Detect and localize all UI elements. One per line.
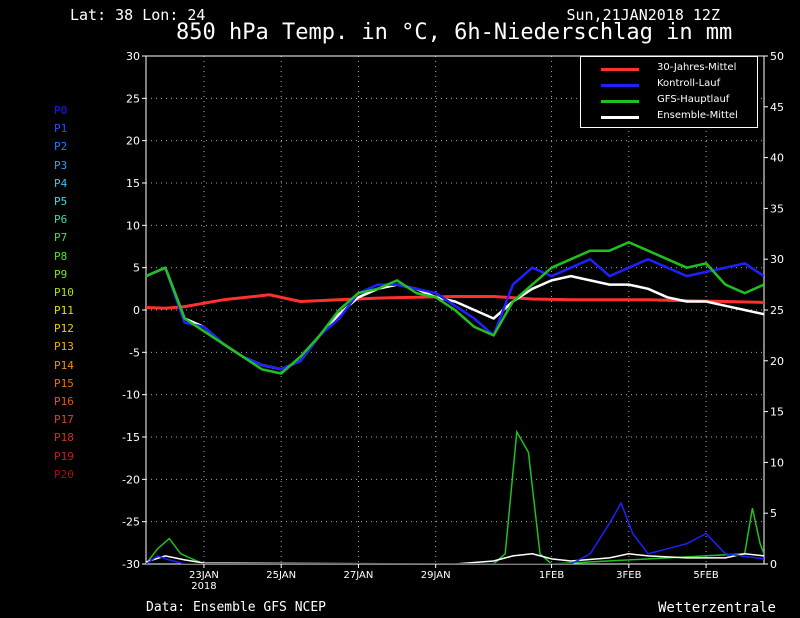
x-tick-label: 5FEB xyxy=(693,570,718,581)
legend-entry: Kontroll-Lauf xyxy=(581,77,757,93)
member-label-p11: P11 xyxy=(54,304,74,318)
legend-swatch xyxy=(601,68,639,71)
member-label-p3: P3 xyxy=(54,158,68,172)
left-tick-label: 30 xyxy=(126,50,140,63)
x-tick-sublabel: 2018 xyxy=(191,581,216,592)
legend-entry: 30-Jahres-Mittel xyxy=(581,61,757,77)
location-label: Lat: 38 Lon: 24 xyxy=(70,6,206,24)
right-tick-label: 50 xyxy=(770,50,784,63)
left-tick-label: 10 xyxy=(126,219,140,232)
right-tick-label: 35 xyxy=(770,202,784,215)
x-tick-label: 23JAN xyxy=(189,570,219,581)
legend-swatch xyxy=(601,100,639,103)
member-label-p19: P19 xyxy=(54,449,74,463)
left-tick-label: -30 xyxy=(122,558,140,571)
x-tick-label: 29JAN xyxy=(421,570,451,581)
legend-swatch xyxy=(601,84,639,87)
member-label-p5: P5 xyxy=(54,194,68,208)
member-label-p2: P2 xyxy=(54,140,68,154)
chart-legend: 30-Jahres-Mittel Kontroll-Lauf GFS-Hauptla… xyxy=(580,56,758,128)
member-label-p8: P8 xyxy=(54,249,68,263)
member-label-p1: P1 xyxy=(54,122,68,136)
member-label-p10: P10 xyxy=(54,285,74,299)
member-label-p0: P0 xyxy=(54,104,68,117)
left-tick-label: 5 xyxy=(133,262,140,275)
left-tick-label: 25 xyxy=(126,92,140,105)
left-tick-label: -20 xyxy=(122,473,140,486)
legend-entry: Ensemble-Mittel xyxy=(581,109,757,125)
member-label-p20: P20 xyxy=(54,467,74,481)
x-tick-label: 3FEB xyxy=(616,570,641,581)
left-tick-label: 20 xyxy=(126,135,140,148)
x-tick-label: 27JAN xyxy=(344,570,374,581)
legend-label: Kontroll-Lauf xyxy=(657,78,721,89)
data-source-label: Data: Ensemble GFS NCEP xyxy=(146,600,327,615)
left-tick-label: -15 xyxy=(122,431,140,444)
member-label-p17: P17 xyxy=(54,413,74,427)
x-tick-label: 25JAN xyxy=(266,570,296,581)
member-label-p12: P12 xyxy=(54,322,74,336)
legend-swatch xyxy=(601,116,639,119)
precip-line xyxy=(146,553,764,564)
member-label-p14: P14 xyxy=(54,358,74,372)
right-tick-label: 0 xyxy=(770,558,777,571)
right-tick-label: 25 xyxy=(770,304,784,317)
member-label-p4: P4 xyxy=(54,176,68,190)
member-label-p6: P6 xyxy=(54,213,68,227)
member-label-p15: P15 xyxy=(54,376,74,390)
ensemble-member-list: P0 P1 P2 P3 P4 P5 P6 P7 P8 P9 P10 P11 P12 P13 P14 P15 P1… xyxy=(54,102,74,484)
member-label-p16: P16 xyxy=(54,395,74,408)
run-time-label: Sun,21JAN2018 12Z xyxy=(566,6,720,24)
series-line xyxy=(146,241,764,375)
left-tick-label: -10 xyxy=(122,389,140,402)
left-tick-label: -5 xyxy=(129,346,140,359)
member-label-p7: P7 xyxy=(54,231,68,245)
left-tick-label: 15 xyxy=(126,177,140,190)
right-tick-label: 5 xyxy=(770,507,777,520)
left-tick-label: 0 xyxy=(133,304,140,317)
brand-label: Wetterzentrale xyxy=(657,600,776,616)
member-label-p9: P9 xyxy=(54,267,68,281)
member-label-p18: P18 xyxy=(54,431,74,445)
legend-entry: GFS-Hauptlauf xyxy=(581,93,757,109)
right-tick-label: 15 xyxy=(770,406,784,419)
right-tick-label: 30 xyxy=(770,253,784,266)
x-tick-label: 1FEB xyxy=(539,570,564,581)
member-label-p13: P13 xyxy=(54,340,74,354)
right-tick-label: 45 xyxy=(770,101,784,114)
left-tick-label: -25 xyxy=(122,516,140,529)
chart-title: 850 hPa Temp. in °C, 6h-Niederschlag in … xyxy=(176,20,733,45)
right-tick-label: 20 xyxy=(770,355,784,368)
right-tick-label: 10 xyxy=(770,456,784,469)
precip-line xyxy=(146,501,764,564)
legend-label: Ensemble-Mittel xyxy=(657,110,738,121)
right-tick-label: 40 xyxy=(770,152,784,165)
legend-label: GFS-Hauptlauf xyxy=(657,94,730,105)
legend-label: 30-Jahres-Mittel xyxy=(657,62,737,73)
precip-line xyxy=(146,429,764,564)
